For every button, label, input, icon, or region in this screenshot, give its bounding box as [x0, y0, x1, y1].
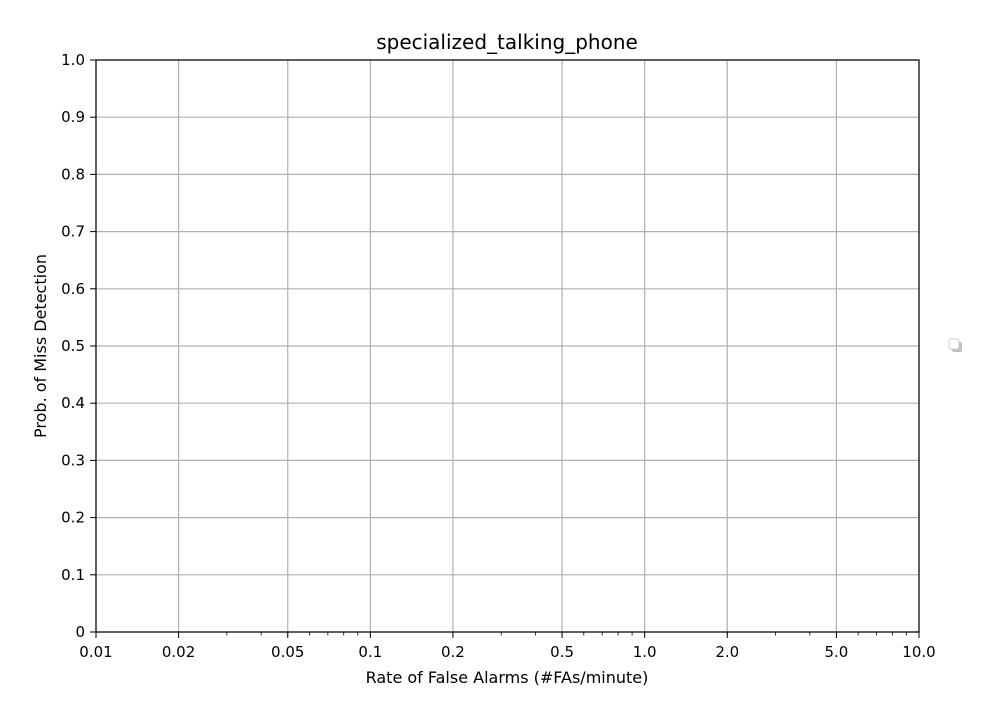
x-tick-label: 0.5	[550, 643, 574, 661]
y-tick-label: 0.6	[61, 280, 85, 298]
legend-box	[948, 338, 962, 352]
x-tick-label: 5.0	[824, 643, 848, 661]
grid-layer	[95, 59, 920, 633]
y-axis-label: Prob. of Miss Detection	[31, 254, 50, 438]
y-tick-label: 0.8	[61, 165, 85, 183]
x-tick-label: 0.05	[271, 643, 304, 661]
x-tick-label: 2.0	[715, 643, 739, 661]
x-tick-label: 0.1	[358, 643, 382, 661]
y-tick-label: 0.4	[61, 394, 85, 412]
y-tick-label: 0.7	[61, 223, 85, 241]
y-tick-label: 0.2	[61, 509, 85, 527]
y-tick-label: 0.5	[61, 337, 85, 355]
legend-frame	[948, 338, 960, 350]
y-tick-label: 0	[75, 623, 85, 641]
x-tick-label: 0.01	[79, 643, 112, 661]
x-tick-label: 1.0	[633, 643, 657, 661]
x-axis-label: Rate of False Alarms (#FAs/minute)	[366, 668, 649, 687]
y-tick-label: 0.1	[61, 566, 85, 584]
x-tick-label: 0.2	[441, 643, 465, 661]
x-tick-label: 10.0	[902, 643, 935, 661]
chart-title: specialized_talking_phone	[376, 30, 638, 54]
y-tick-label: 0.9	[61, 108, 85, 126]
y-tick-label: 0.3	[61, 451, 85, 469]
tick-labels-layer: 0.01 0.02 0.05 0.1 0.2 0.5 1.0 2.0 5.0 10.0 0 0.1 0.…	[61, 51, 936, 661]
plot-frame	[95, 59, 920, 633]
ticks-layer	[90, 59, 920, 638]
x-tick-label: 0.02	[162, 643, 195, 661]
y-tick-label: 1.0	[61, 51, 85, 69]
